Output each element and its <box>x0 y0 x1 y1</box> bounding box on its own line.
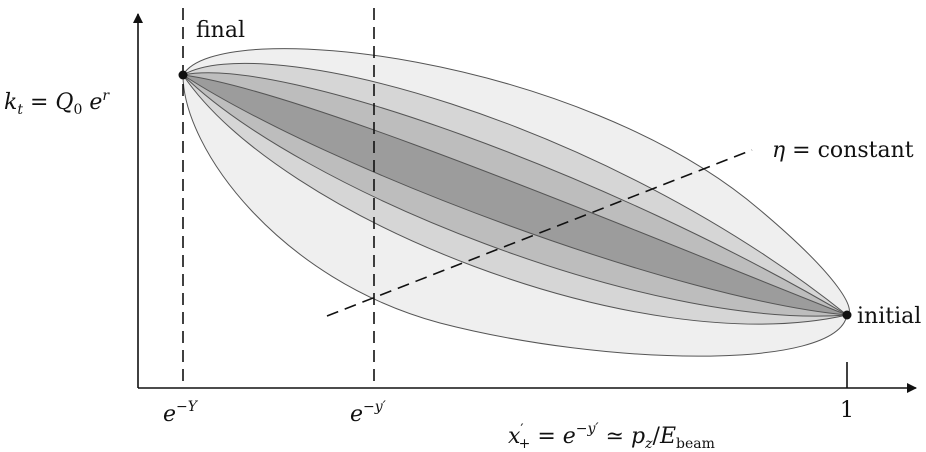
lens-regions <box>181 48 850 357</box>
x-axis-label: x′ + = e−y′ ≃ pz/Ebeam <box>508 421 715 452</box>
eta-constant-line <box>326 149 753 317</box>
tick-label-one: 1 <box>840 398 854 423</box>
tick-label-e-minus-Y: e−Y <box>163 399 199 427</box>
final-point <box>178 70 188 80</box>
eta-constant-label: η = constant <box>772 138 914 163</box>
final-label: final <box>196 18 245 43</box>
initial-point <box>842 310 852 320</box>
tick-label-e-minus-y-prime: e−y′ <box>350 399 387 427</box>
initial-label: initial <box>857 304 921 329</box>
y-axis-label: kt = Q0 er <box>4 88 110 118</box>
